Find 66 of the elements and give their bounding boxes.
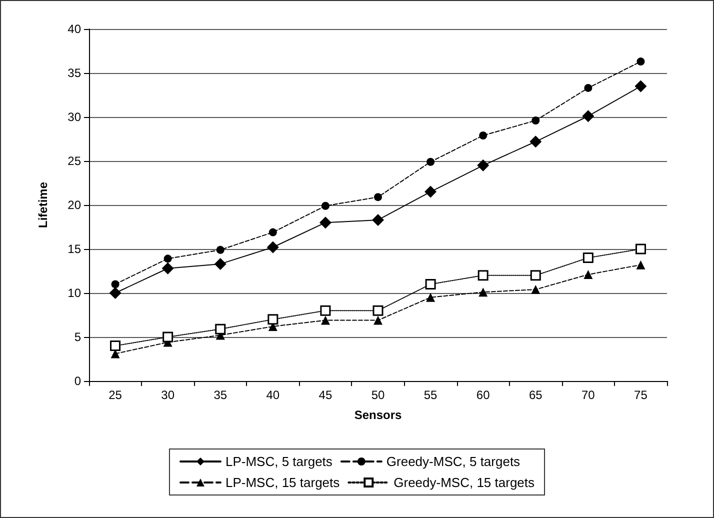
legend-label: LP-MSC, 5 targets: [225, 454, 333, 469]
point: [584, 84, 592, 92]
x-tick-label: 35: [214, 388, 228, 402]
point: [164, 254, 172, 263]
x-tick-label: 50: [371, 388, 385, 402]
point: [479, 131, 488, 140]
x-tick-label: 65: [528, 388, 543, 402]
y-tick-label: 35: [68, 66, 82, 80]
x-tick-label: 60: [476, 388, 490, 402]
point: [636, 58, 645, 66]
x-tick-label: 40: [266, 388, 280, 402]
point: [268, 228, 277, 236]
x-tick-label: 30: [161, 388, 175, 402]
y-tick-label: 30: [68, 110, 82, 124]
point: [216, 246, 224, 254]
y-tick-label: 20: [68, 198, 82, 212]
point: [215, 324, 226, 334]
x-axis-title: Sensors: [354, 408, 402, 422]
point: [374, 316, 382, 325]
point: [478, 270, 488, 281]
x-tick-label: 75: [634, 388, 648, 402]
point: [582, 252, 594, 264]
y-tick-label: 0: [74, 374, 82, 388]
point: [162, 262, 174, 274]
point: [320, 305, 331, 316]
x-tick-label: 55: [424, 388, 438, 402]
legend-label: Greedy-MSC, 5 targets: [386, 454, 521, 469]
y-tick-label: 10: [68, 286, 82, 300]
point: [214, 258, 226, 270]
point: [477, 159, 490, 172]
point: [266, 241, 279, 254]
legend-label: LP-MSC, 15 targets: [225, 475, 340, 490]
point: [425, 278, 436, 290]
point: [531, 284, 540, 294]
y-axis-title: Lifetime: [36, 182, 50, 228]
point: [530, 270, 541, 281]
point: [374, 193, 382, 202]
x-tick-label: 70: [582, 388, 596, 402]
point: [582, 110, 594, 122]
point: [635, 244, 646, 254]
y-tick-label: 25: [68, 154, 82, 168]
point: [162, 332, 174, 342]
point: [109, 287, 122, 299]
point: [268, 314, 278, 325]
point: [110, 340, 121, 352]
point: [634, 80, 647, 92]
point: [321, 202, 330, 210]
point: [372, 305, 384, 316]
point: [636, 260, 646, 270]
point: [532, 116, 540, 125]
y-tick-label: 40: [68, 22, 82, 36]
point: [426, 158, 435, 166]
point: [319, 216, 332, 229]
y-tick-label: 5: [74, 330, 82, 344]
x-tick-label: 25: [108, 388, 122, 402]
legend-label: Greedy-MSC, 15 targets: [394, 475, 536, 490]
x-tick-label: 45: [318, 388, 332, 402]
point: [424, 186, 437, 198]
point: [372, 214, 384, 226]
point: [111, 280, 120, 288]
point: [320, 316, 330, 325]
point: [530, 136, 542, 148]
point: [478, 288, 488, 297]
point: [426, 292, 436, 302]
point: [584, 270, 593, 280]
y-tick-label: 15: [68, 242, 82, 256]
